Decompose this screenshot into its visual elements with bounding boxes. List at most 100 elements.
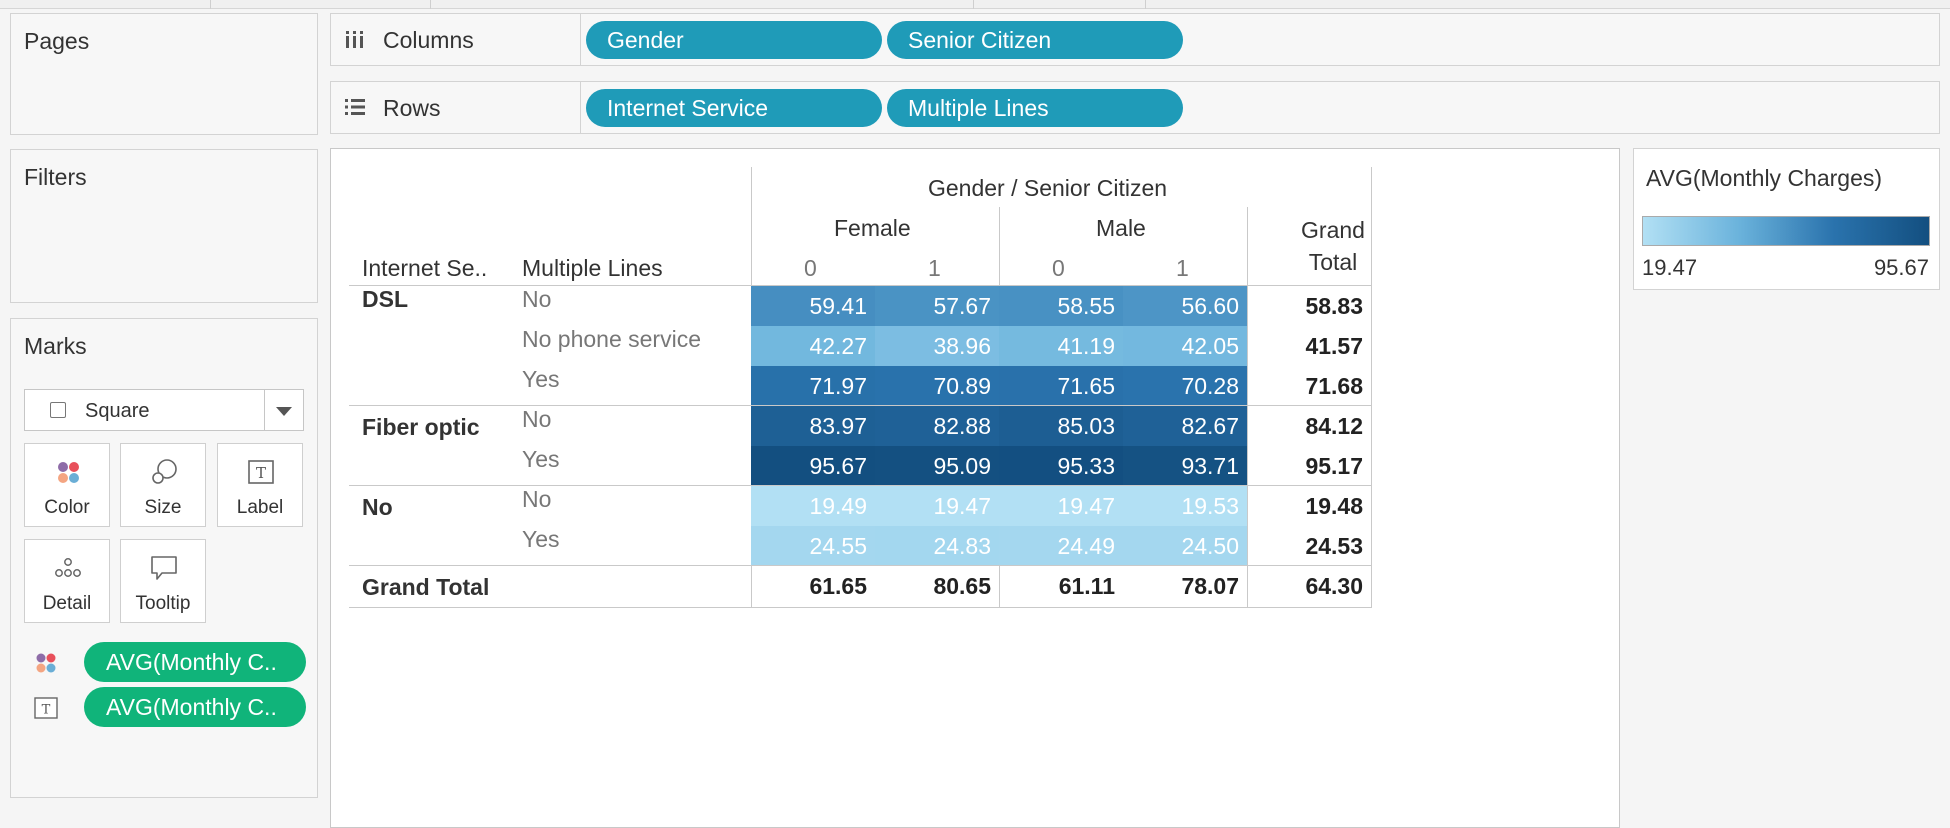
- tooltip-button-label: Tooltip: [135, 593, 191, 614]
- subrow-label[interactable]: Yes: [522, 366, 560, 392]
- grand-total-col-cell[interactable]: 58.83: [1305, 293, 1363, 319]
- subrow-label[interactable]: No: [522, 406, 552, 432]
- size-button[interactable]: Size: [120, 443, 206, 527]
- heatmap-cell[interactable]: 82.88: [875, 406, 999, 446]
- heatmap-cell[interactable]: 59.41: [751, 286, 875, 326]
- grand-total-col-cell[interactable]: 19.48: [1305, 493, 1363, 519]
- color-legend[interactable]: AVG(Monthly Charges) 19.47 95.67: [1633, 148, 1940, 290]
- label-button-label: Label: [236, 497, 284, 518]
- mark-type-dropdown[interactable]: Square: [24, 389, 304, 431]
- columns-icon: [346, 31, 363, 48]
- grand-total-col-cell[interactable]: 41.57: [1305, 333, 1363, 359]
- chevron-down-icon[interactable]: [276, 407, 292, 416]
- legend-color-ramp: [1642, 216, 1930, 246]
- svg-text:T: T: [42, 703, 51, 718]
- subrow-label[interactable]: No: [522, 486, 552, 512]
- grand-total-col-cell[interactable]: 24.53: [1305, 533, 1363, 559]
- grand-total-col-header-2: Total: [1308, 249, 1358, 275]
- heatmap-cell[interactable]: 83.97: [751, 406, 875, 446]
- multiple-lines-pill[interactable]: Multiple Lines: [887, 89, 1183, 127]
- heatmap-cell[interactable]: 71.65: [999, 366, 1123, 406]
- row-header-internet-service[interactable]: Internet Se..: [362, 255, 488, 281]
- group-label-no[interactable]: No: [362, 494, 393, 520]
- heatmap-cell[interactable]: 19.47: [875, 486, 999, 526]
- heatmap-cell[interactable]: 42.05: [1123, 326, 1247, 366]
- svg-text:T: T: [256, 464, 266, 482]
- rows-icon: [345, 99, 365, 115]
- gender-pill[interactable]: Gender: [586, 21, 882, 59]
- heatmap-cell[interactable]: 95.67: [751, 446, 875, 486]
- grand-total-row-cell[interactable]: 80.65: [933, 573, 991, 599]
- filters-card[interactable]: Filters: [10, 149, 318, 303]
- grand-total-col-cell[interactable]: 95.17: [1305, 453, 1363, 479]
- heatmap-cell[interactable]: 70.28: [1123, 366, 1247, 406]
- subrow-label[interactable]: No phone service: [522, 326, 701, 352]
- column-group-title: Gender / Senior Citizen: [928, 175, 1168, 201]
- tooltip-icon: [151, 556, 177, 580]
- grand-total-row-label: Grand Total: [362, 574, 490, 600]
- heatmap-cell[interactable]: 24.50: [1123, 526, 1247, 566]
- rows-shelf[interactable]: Rows Internet Service Multiple Lines: [330, 81, 1940, 134]
- heatmap-cell[interactable]: 19.47: [999, 486, 1123, 526]
- heatmap-cell[interactable]: 24.83: [875, 526, 999, 566]
- detail-button-label: Detail: [42, 593, 92, 614]
- heatmap-cell[interactable]: 85.03: [999, 406, 1123, 446]
- columns-shelf[interactable]: Columns Gender Senior Citizen: [330, 13, 1940, 66]
- legend-title: AVG(Monthly Charges): [1646, 165, 1883, 191]
- label-icon: T: [34, 697, 58, 719]
- heatmap-cell[interactable]: 57.67: [875, 286, 999, 326]
- filters-title: Filters: [24, 164, 87, 190]
- color-button-label: Color: [44, 497, 90, 518]
- senior-header-male-0: 0: [1052, 255, 1065, 281]
- heatmap-cell[interactable]: 42.27: [751, 326, 875, 366]
- detail-button[interactable]: Detail: [24, 539, 110, 623]
- row-header-multiple-lines[interactable]: Multiple Lines: [522, 255, 663, 281]
- marks-card: Marks Square Color Size T Label: [10, 318, 318, 798]
- subrow-label[interactable]: Yes: [522, 526, 560, 552]
- group-label-fiber-optic[interactable]: Fiber optic: [362, 414, 480, 440]
- label-button[interactable]: T Label: [217, 443, 303, 527]
- subrow-label[interactable]: Yes: [522, 446, 560, 472]
- grand-total-col-cell[interactable]: 84.12: [1305, 413, 1363, 439]
- senior-header-female-0: 0: [804, 255, 817, 281]
- heatmap-cell[interactable]: 71.97: [751, 366, 875, 406]
- tooltip-button[interactable]: Tooltip: [120, 539, 206, 623]
- heatmap-cell[interactable]: 56.60: [1123, 286, 1247, 326]
- color-icon: [36, 653, 56, 673]
- heatmap-cell[interactable]: 82.67: [1123, 406, 1247, 446]
- group-label-dsl[interactable]: DSL: [362, 286, 408, 312]
- heatmap-cell[interactable]: 38.96: [875, 326, 999, 366]
- heatmap-cell[interactable]: 19.53: [1123, 486, 1247, 526]
- color-field-row[interactable]: AVG(Monthly C..: [33, 642, 306, 682]
- color-button[interactable]: Color: [24, 443, 110, 527]
- label-field-row[interactable]: T AVG(Monthly C..: [33, 687, 306, 727]
- pages-card[interactable]: Pages: [10, 13, 318, 135]
- internet-service-pill[interactable]: Internet Service: [586, 89, 882, 127]
- legend-max-value: 95.67: [1873, 255, 1929, 280]
- heatmap-cell[interactable]: 70.89: [875, 366, 999, 406]
- grand-total-col-header-1: Grand: [1301, 217, 1365, 243]
- detail-icon: [55, 558, 81, 577]
- color-icon: [58, 462, 79, 483]
- heatmap-cell[interactable]: 19.49: [751, 486, 875, 526]
- senior-citizen-pill[interactable]: Senior Citizen: [887, 21, 1183, 59]
- heatmap-cell[interactable]: 95.09: [875, 446, 999, 486]
- grand-total-col-cell[interactable]: 71.68: [1305, 373, 1363, 399]
- heatmap-cell[interactable]: 41.19: [999, 326, 1123, 366]
- worksheet-view[interactable]: Gender / Senior Citizen Female Male Gran…: [330, 148, 1620, 828]
- heatmap-cell[interactable]: 58.55: [999, 286, 1123, 326]
- pages-title: Pages: [24, 28, 90, 54]
- heatmap-cell[interactable]: 93.71: [1123, 446, 1247, 486]
- grand-total-overall-cell[interactable]: 64.30: [1305, 573, 1363, 599]
- heatmap-cell[interactable]: 95.33: [999, 446, 1123, 486]
- heatmap-cell[interactable]: 24.49: [999, 526, 1123, 566]
- size-icon: [152, 459, 177, 484]
- heatmap-cell[interactable]: 24.55: [751, 526, 875, 566]
- grand-total-row-cell[interactable]: 78.07: [1181, 573, 1239, 599]
- grand-total-row-cell[interactable]: 61.11: [1058, 573, 1115, 599]
- avg-monthly-charges-color-pill[interactable]: AVG(Monthly C..: [84, 642, 306, 682]
- grand-total-row-cell[interactable]: 61.65: [809, 573, 867, 599]
- columns-label: Columns: [383, 27, 474, 53]
- subrow-label[interactable]: No: [522, 286, 552, 312]
- avg-monthly-charges-label-pill[interactable]: AVG(Monthly C..: [84, 687, 306, 727]
